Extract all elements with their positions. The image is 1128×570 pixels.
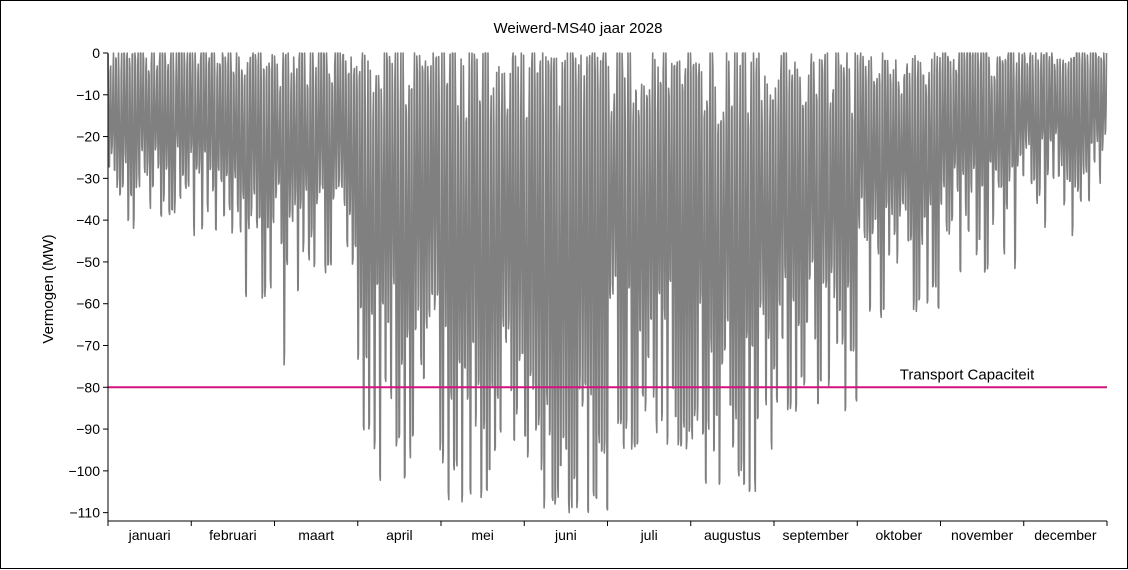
x-tick-label: juni: [554, 527, 577, 543]
x-tick-label: januari: [128, 527, 171, 543]
transport-capacity-label: Transport Capaciteit: [900, 366, 1035, 383]
y-tick-label: −40: [76, 212, 100, 228]
x-tick-label: mei: [471, 527, 494, 543]
y-tick-label: −60: [76, 296, 100, 312]
x-tick-label: februari: [209, 527, 256, 543]
x-tick-label: september: [783, 527, 849, 543]
y-tick-label: −80: [76, 379, 100, 395]
x-tick-label: april: [386, 527, 412, 543]
y-tick-label: −20: [76, 129, 100, 145]
y-tick-label: −10: [76, 87, 100, 103]
y-tick-label: −50: [76, 254, 100, 270]
y-tick-label: −110: [70, 505, 101, 521]
x-tick-label: december: [1034, 527, 1097, 543]
x-tick-label: oktober: [876, 527, 923, 543]
chart-title: Weiwerd-MS40 jaar 2028: [494, 20, 663, 37]
plot-area: [107, 52, 1108, 514]
y-tick-label: 0: [92, 45, 100, 61]
y-tick-label: −30: [76, 170, 100, 186]
x-tick-label: maart: [298, 527, 334, 543]
x-tick-label: augustus: [704, 527, 761, 543]
y-tick-label: −100: [68, 463, 100, 479]
x-tick-label: juli: [640, 527, 658, 543]
power-series-line: [107, 52, 1108, 514]
y-tick-label: −90: [76, 421, 100, 437]
y-axis-label: Vermogen (MW): [40, 234, 57, 343]
axes: 0 −10 −20 −30 −40 −50 −60 −70 −80 −90 −100 −110 janu…: [68, 45, 1108, 543]
y-tick-label: −70: [76, 338, 100, 354]
x-tick-label: november: [951, 527, 1014, 543]
